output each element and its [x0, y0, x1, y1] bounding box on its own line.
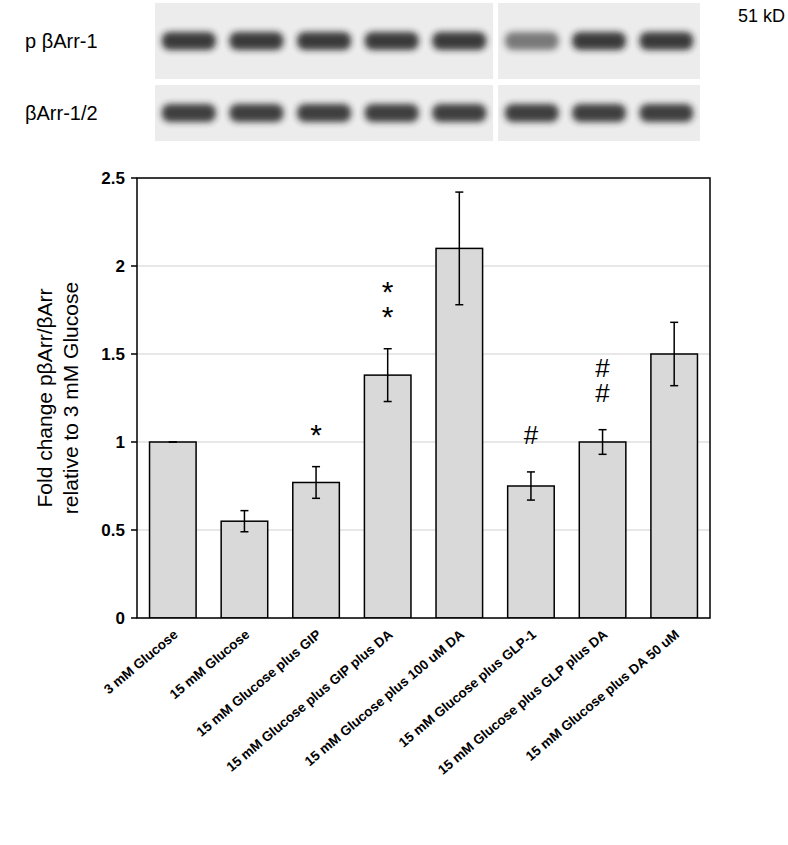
error-line [602, 430, 604, 455]
error-cap [599, 454, 607, 456]
blot-band [162, 104, 216, 122]
tick-mark [131, 177, 137, 179]
blot-band [297, 32, 351, 50]
blot-band [365, 32, 419, 50]
error-bar [670, 322, 678, 385]
blot-band [162, 32, 216, 50]
grid-line [137, 354, 710, 355]
error-cap [240, 531, 248, 533]
annotation: ** [382, 275, 394, 333]
annotation: ## [595, 353, 610, 408]
blot-band [365, 104, 419, 122]
annotation-char: # [595, 378, 610, 408]
plot-frame [137, 178, 710, 618]
error-line [244, 511, 246, 532]
tick-label: 0 [116, 609, 125, 628]
bar [293, 482, 340, 618]
x-tick-label: 3 mM Glucose [101, 626, 181, 697]
error-cap [312, 466, 320, 468]
x-tick-label: 15 mM Glucose plus GIP [194, 627, 324, 740]
y-label-line: relative to 3 mM Glucose [59, 282, 82, 514]
chart: p βArr-1 βArr-1/2 51 kD 0 0.5 1 1.5 2 2.5 Fold ch… [0, 0, 788, 845]
tick-label: 0.5 [101, 521, 125, 540]
bar [364, 375, 411, 618]
error-cap [670, 385, 678, 387]
blot-band [432, 104, 486, 122]
bar [508, 486, 555, 618]
blot-panel [155, 3, 493, 79]
blot-panel [498, 85, 700, 141]
bars [150, 192, 698, 618]
error-bar [240, 511, 248, 532]
blot-band [505, 104, 559, 122]
tick-mark [131, 617, 137, 619]
blot-panel [498, 3, 700, 79]
error-bar [384, 349, 392, 402]
x-tick-label: 15 mM Glucose plus GLP-1 [396, 626, 539, 750]
error-line [673, 322, 675, 385]
blot-size: 51 kD [738, 6, 785, 26]
error-cap [599, 429, 607, 431]
error-cap [455, 191, 463, 193]
error-cap [384, 348, 392, 350]
error-cap [527, 471, 535, 473]
error-cap [312, 498, 320, 500]
blot-band [229, 104, 283, 122]
error-cap [455, 304, 463, 306]
tick-mark [131, 441, 137, 443]
annotation-char: # [524, 420, 539, 450]
error-line [530, 472, 532, 500]
x-tick-label: 15 mM Glucose plus 100 uM DA [302, 627, 468, 769]
error-cap [169, 441, 177, 443]
error-bar [169, 442, 177, 443]
blot-band [297, 104, 351, 122]
blot-band [639, 104, 693, 122]
tick-label: 1 [116, 433, 125, 452]
annotation-char: * [382, 300, 394, 333]
tick-mark [131, 353, 137, 355]
blot-panel [155, 85, 493, 141]
y-label-line: Fold change pβArr/βArr [33, 288, 56, 507]
error-cap [670, 322, 678, 324]
tick-label: 2 [116, 257, 125, 276]
annotation-char: * [310, 418, 322, 451]
blot-band [432, 32, 486, 50]
blots [155, 3, 700, 141]
bar [579, 442, 626, 618]
bar [150, 442, 197, 618]
tick-label: 1.5 [101, 345, 125, 364]
tick-mark [131, 265, 137, 267]
error-cap [384, 401, 392, 403]
error-cap [527, 499, 535, 501]
bar [651, 354, 698, 618]
error-line [387, 349, 389, 402]
blot-band [639, 32, 693, 50]
blot-band [505, 32, 559, 50]
blot-band [229, 32, 283, 50]
blot-label: p βArr-1 [25, 30, 98, 52]
blot-label: βArr-1/2 [25, 102, 98, 124]
error-line [459, 192, 461, 305]
annotation: * [310, 418, 322, 451]
annotation: # [524, 420, 539, 450]
error-bar [599, 430, 607, 455]
grid [137, 178, 710, 618]
blot-band [572, 32, 626, 50]
grid-line [137, 266, 710, 267]
y-label: Fold change pβArr/βArrrelative to 3 mM G… [33, 282, 82, 514]
x-tick-label: 15 mM Glucose plus DA 50 uM [523, 627, 682, 764]
bar [221, 521, 268, 618]
error-line [315, 467, 317, 499]
error-cap [169, 441, 177, 443]
error-bar [455, 192, 463, 305]
blot-band [572, 104, 626, 122]
tick-label: 2.5 [101, 169, 125, 188]
error-bar [312, 467, 320, 499]
tick-mark [131, 529, 137, 531]
error-cap [240, 510, 248, 512]
error-bar [527, 472, 535, 500]
